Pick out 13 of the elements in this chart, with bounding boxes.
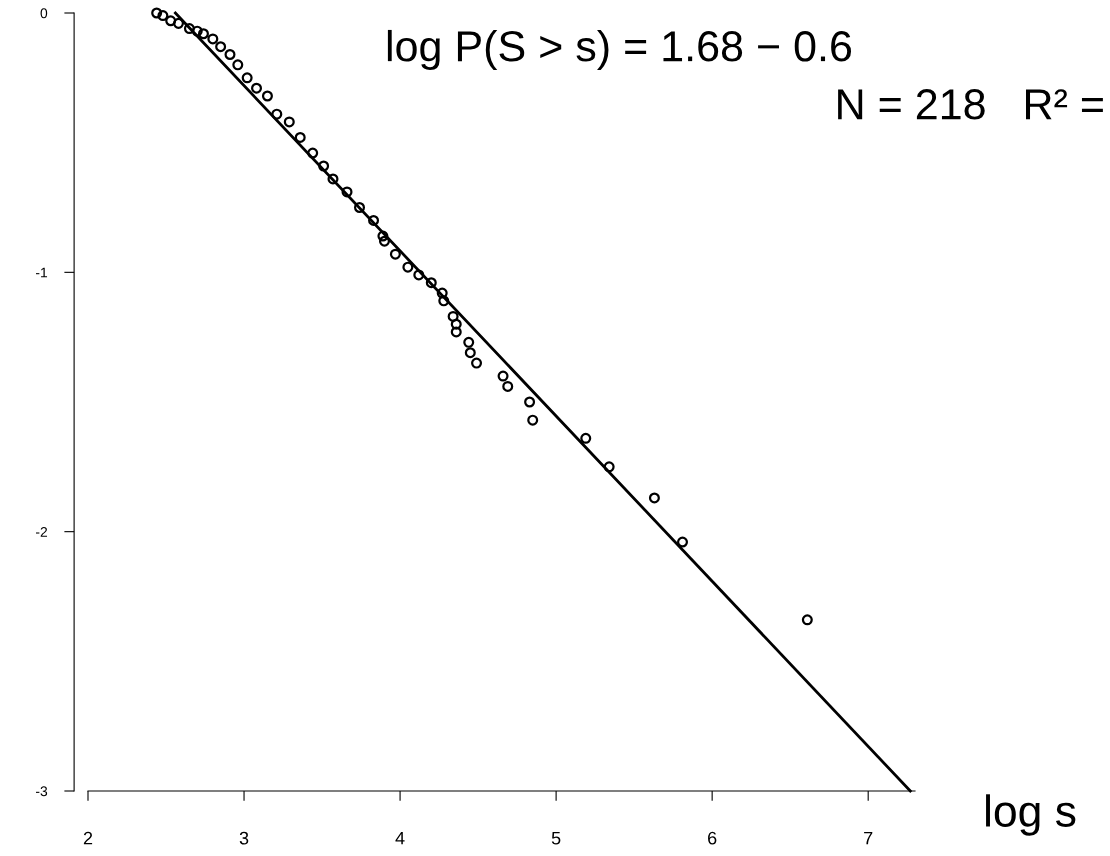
x-tick-label: 7: [864, 831, 873, 845]
x-tick-label: 2: [83, 831, 93, 845]
annotation: N = 218 R² =: [838, 89, 1103, 120]
y-tick-label: -1: [35, 267, 48, 278]
x-tick-label: 5: [551, 831, 561, 845]
annotation: log P(S > s) = 1.68 − 0.6: [387, 29, 852, 71]
x-tick-label: 6: [708, 831, 717, 845]
y-tick-label: 0: [40, 8, 48, 19]
x-axis-title: log s: [986, 794, 1076, 836]
y-tick-label: -3: [35, 786, 48, 797]
x-tick-label: 3: [239, 831, 249, 845]
x-tick-label: 4: [395, 831, 405, 845]
y-tick-label: -2: [35, 527, 48, 537]
